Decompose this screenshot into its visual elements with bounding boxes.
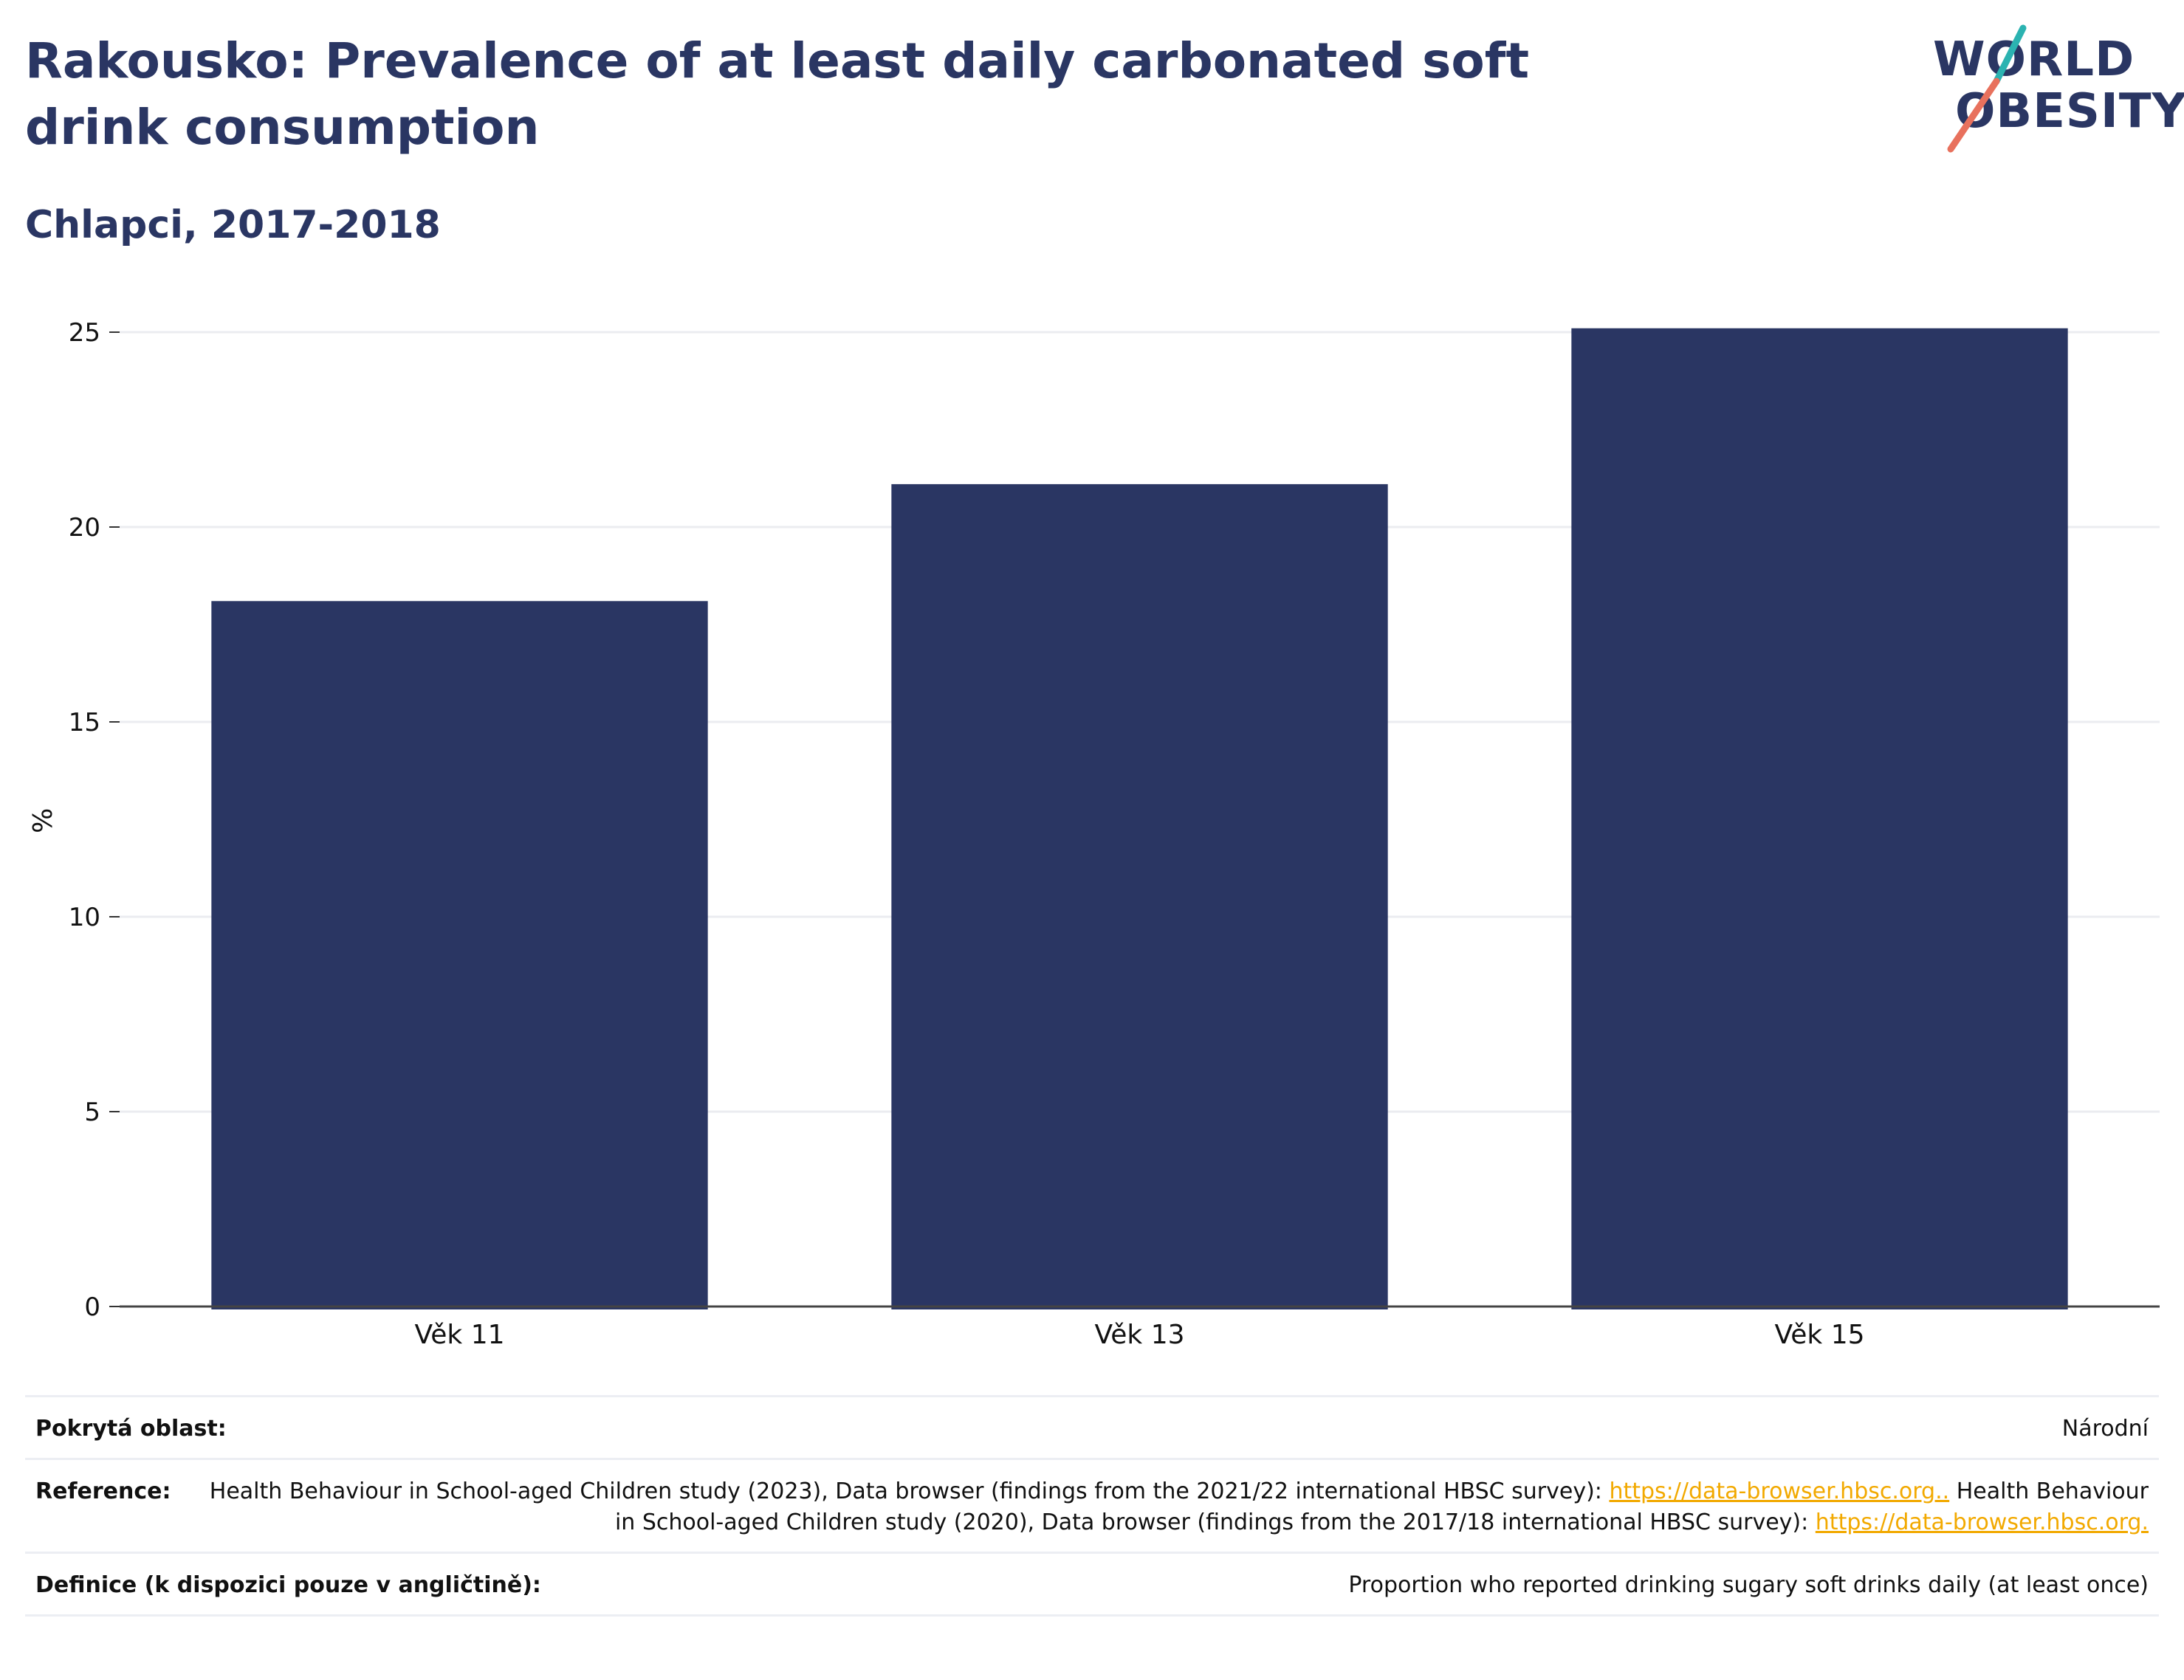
chart-subtitle: Chlapci, 2017-2018 (25, 203, 441, 247)
reference-link-1[interactable]: https://data-browser.hbsc.org.. (1609, 1478, 1950, 1504)
chart-title: Rakousko: Prevalence of at least daily c… (25, 32, 1530, 156)
y-tick-label: 0 (84, 1292, 100, 1322)
bar-chart-svg: 0 5 10 15 20 25% Věk 11 Věk 13 Věk 15 (28, 318, 2160, 1350)
logo-slash-icon (1947, 24, 2027, 153)
y-tick-label: 5 (84, 1098, 100, 1127)
bar (211, 601, 708, 1309)
logo-word-obesity: OBESITY (1955, 84, 2184, 139)
coverage-value: Národní (2061, 1416, 2149, 1442)
bar (891, 483, 1388, 1309)
reference-link-2[interactable]: https://data-browser.hbsc.org. (1815, 1509, 2149, 1535)
definition-label: Definice (k dispozici pouze v angličtině… (35, 1572, 541, 1598)
y-tick-label: 20 (69, 513, 100, 543)
info-table: Pokrytá oblast: Národní Reference: Healt… (25, 1395, 2159, 1617)
coverage-row: Pokrytá oblast: Národní (25, 1395, 2159, 1458)
x-tick-label: Věk 11 (414, 1320, 504, 1350)
reference-row: Reference: Health Behaviour in School-ag… (25, 1458, 2159, 1552)
definition-value: Proportion who reported drinking sugary … (1348, 1572, 2149, 1598)
reference-text-1: Health Behaviour in School-aged Children… (209, 1478, 1602, 1504)
y-axis-label: % (28, 808, 58, 833)
bar (1571, 328, 2068, 1310)
reference-text-2: Health Behaviour in School-aged Children… (614, 1478, 2149, 1535)
coverage-label: Pokrytá oblast: (35, 1416, 227, 1442)
x-tick-label: Věk 15 (1774, 1320, 1864, 1350)
reference-value: Health Behaviour in School-aged Children… (200, 1476, 2149, 1538)
logo-word-world: WORLD (1933, 32, 2135, 87)
y-tick-label: 10 (69, 903, 100, 932)
bar-chart: 0 5 10 15 20 25% Věk 11 Věk 13 Věk 15 (0, 280, 2184, 1373)
y-tick-label: 15 (69, 708, 100, 737)
reference-label: Reference: (35, 1478, 171, 1504)
y-tick-label: 25 (69, 318, 100, 348)
world-obesity-logo: WORLD OBESITY (1920, 22, 2184, 162)
definition-row: Definice (k dispozici pouze v angličtině… (25, 1552, 2159, 1617)
x-tick-label: Věk 13 (1094, 1320, 1184, 1350)
